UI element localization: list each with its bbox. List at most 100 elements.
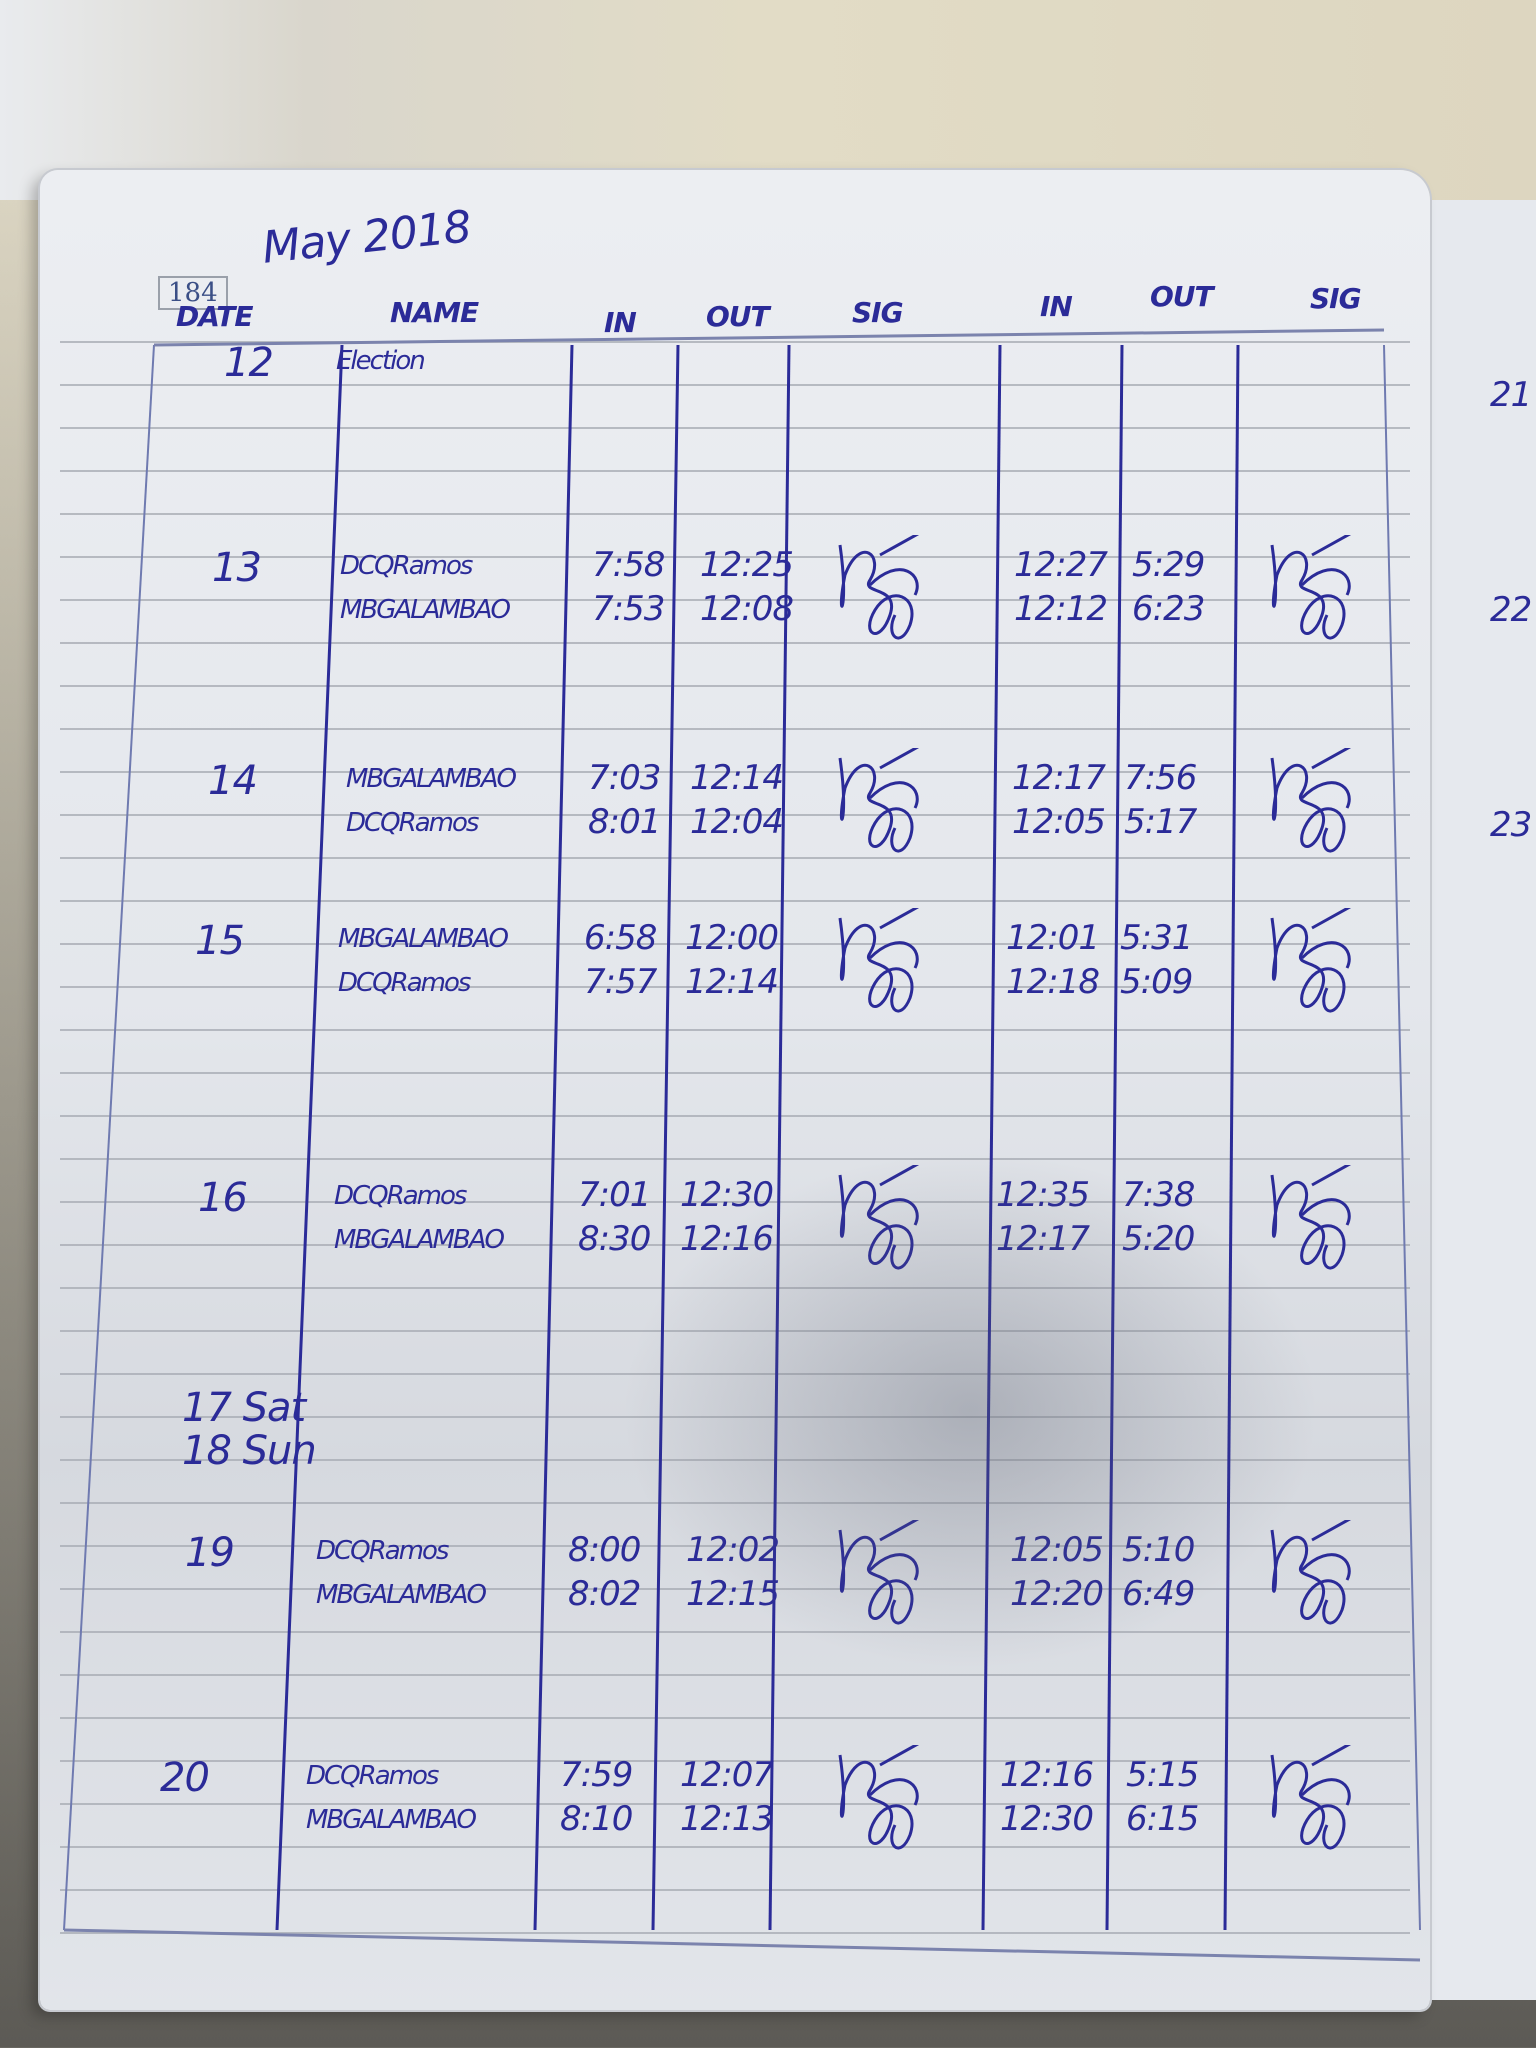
time-in-am: 7:01	[578, 1175, 651, 1215]
employee-name: DCQRamos	[340, 551, 473, 581]
row-date: 18 Sun	[182, 1428, 317, 1474]
time-in-am: 8:01	[588, 802, 661, 842]
column-header: NAME	[390, 296, 479, 329]
right-border	[1383, 344, 1421, 1931]
out-sig-divider-pm	[1223, 344, 1240, 1931]
table-surface	[0, 0, 1536, 200]
out-sig-divider	[768, 344, 791, 1931]
time-in-pm: 12:17	[1012, 758, 1106, 798]
signature-am	[838, 1745, 920, 1850]
time-out-pm: 5:31	[1120, 918, 1193, 958]
time-in-pm: 12:05	[1012, 802, 1106, 842]
name-in-divider	[533, 344, 574, 1931]
time-out-pm: 6:23	[1132, 589, 1205, 629]
column-header: IN	[1040, 290, 1073, 323]
time-out-am: 12:30	[680, 1175, 774, 1215]
next-page-date: 23	[1490, 805, 1532, 845]
time-out-pm: 5:10	[1122, 1530, 1195, 1570]
signature-pm	[1270, 1165, 1352, 1270]
row-date: 12	[224, 340, 274, 386]
time-in-am: 7:58	[592, 545, 665, 585]
employee-name: DCQRamos	[346, 808, 479, 838]
employee-name: Election	[336, 346, 426, 376]
signature-am	[838, 1520, 920, 1625]
table-top-border	[153, 328, 1385, 347]
time-in-pm: 12:30	[1000, 1799, 1094, 1839]
time-out-pm: 6:15	[1126, 1799, 1199, 1839]
time-in-pm: 12:20	[1010, 1574, 1104, 1614]
signature-pm	[1270, 1745, 1352, 1850]
column-header: SIG	[1310, 282, 1362, 315]
column-header: OUT	[706, 300, 770, 333]
time-in-pm: 12:12	[1014, 589, 1108, 629]
row-date: 19	[185, 1530, 235, 1576]
ruled-lines	[60, 300, 1410, 1940]
time-out-pm: 7:56	[1124, 758, 1197, 798]
column-header: DATE	[176, 300, 253, 333]
time-in-am: 8:02	[568, 1574, 641, 1614]
employee-name: DCQRamos	[316, 1536, 449, 1566]
signature-am	[838, 748, 920, 853]
employee-name: MBGALAMBAO	[346, 764, 517, 794]
employee-name: MBGALAMBAO	[340, 595, 511, 625]
signature-am	[838, 535, 920, 640]
time-out-pm: 7:38	[1122, 1175, 1195, 1215]
time-in-am: 6:58	[584, 918, 657, 958]
time-in-pm: 12:18	[1006, 962, 1100, 1002]
time-out-pm: 5:29	[1132, 545, 1205, 585]
signature-am	[838, 1165, 920, 1270]
signature-pm	[1270, 535, 1352, 640]
date-name-divider	[275, 344, 344, 1931]
row-date: 15	[195, 918, 245, 964]
time-in-am: 7:53	[592, 589, 665, 629]
time-out-am: 12:04	[690, 802, 784, 842]
time-out-am: 12:08	[700, 589, 794, 629]
time-in-am: 7:59	[560, 1755, 633, 1795]
employee-name: DCQRamos	[334, 1181, 467, 1211]
time-in-pm: 12:05	[1010, 1530, 1104, 1570]
signature-pm	[1270, 748, 1352, 853]
row-date: 17 Sat	[182, 1385, 306, 1431]
time-out-am: 12:14	[685, 962, 779, 1002]
employee-name: DCQRamos	[306, 1761, 439, 1791]
row-date: 13	[212, 545, 262, 591]
time-out-pm: 5:15	[1126, 1755, 1199, 1795]
time-in-am: 7:57	[584, 962, 657, 1002]
time-out-am: 12:15	[686, 1574, 780, 1614]
left-border	[63, 344, 155, 1931]
time-in-am: 8:00	[568, 1530, 641, 1570]
row-date: 16	[198, 1175, 248, 1221]
time-out-pm: 6:49	[1122, 1574, 1195, 1614]
time-out-am: 12:02	[686, 1530, 780, 1570]
row-date: 14	[208, 758, 258, 804]
time-in-pm: 12:35	[996, 1175, 1090, 1215]
time-in-am: 8:10	[560, 1799, 633, 1839]
next-page-date: 22	[1490, 590, 1532, 630]
time-out-am: 12:14	[690, 758, 784, 798]
in-out-divider	[651, 344, 680, 1931]
employee-name: MBGALAMBAO	[338, 924, 509, 954]
employee-name: MBGALAMBAO	[316, 1580, 487, 1610]
time-out-am: 12:13	[680, 1799, 774, 1839]
time-in-pm: 12:17	[996, 1219, 1090, 1259]
time-out-pm: 5:17	[1124, 802, 1197, 842]
time-out-pm: 5:09	[1120, 962, 1193, 1002]
time-out-am: 12:25	[700, 545, 794, 585]
column-header: OUT	[1150, 280, 1214, 313]
time-out-am: 12:16	[680, 1219, 774, 1259]
table-bottom-border	[63, 1928, 1421, 1962]
time-out-am: 12:00	[685, 918, 779, 958]
row-date: 20	[160, 1755, 210, 1801]
signature-pm	[1270, 908, 1352, 1013]
employee-name: MBGALAMBAO	[306, 1805, 477, 1835]
time-in-am: 7:03	[588, 758, 661, 798]
signature-pm	[1270, 1520, 1352, 1625]
column-header: IN	[604, 306, 637, 339]
sig-in-divider	[981, 344, 1002, 1931]
page-number-stamp: 184	[158, 276, 228, 310]
time-in-pm: 12:16	[1000, 1755, 1094, 1795]
time-in-pm: 12:27	[1014, 545, 1108, 585]
employee-name: DCQRamos	[338, 968, 471, 998]
time-out-am: 12:07	[680, 1755, 774, 1795]
